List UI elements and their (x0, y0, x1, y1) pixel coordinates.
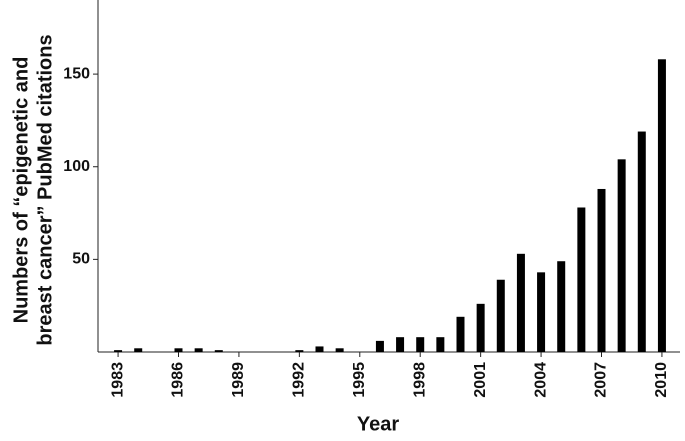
x-tick-label: 2001 (472, 362, 489, 398)
bar (194, 348, 203, 352)
bar (476, 303, 485, 352)
bar (597, 188, 606, 352)
x-axis-title: Year (357, 413, 399, 435)
y-tick-label: 150 (63, 65, 90, 82)
bar (577, 207, 586, 352)
bar (134, 348, 143, 352)
y-axis-title: Numbers of “epigenetic and (10, 57, 32, 324)
bar (657, 59, 666, 352)
bar (174, 348, 183, 352)
bar (114, 350, 123, 352)
x-tick-label: 2010 (653, 362, 670, 398)
bar (396, 337, 405, 352)
bar (496, 279, 505, 352)
x-tick-label: 1989 (230, 362, 247, 398)
bar (456, 316, 465, 352)
bar (214, 350, 223, 352)
bar (436, 337, 445, 352)
bar (315, 346, 324, 352)
y-tick-label: 50 (72, 251, 90, 268)
y-axis-title: breast cancer” PubMed citations (34, 34, 56, 345)
bar (617, 159, 626, 352)
x-tick-label: 1998 (411, 362, 428, 398)
x-tick-label: 1986 (170, 362, 187, 398)
y-tick-label: 100 (63, 158, 90, 175)
bar (537, 272, 546, 352)
x-tick-label: 2007 (593, 362, 610, 398)
x-tick-label: 1983 (109, 362, 126, 398)
bar (375, 340, 384, 352)
bar (416, 337, 425, 352)
bar (637, 131, 646, 352)
x-tick-label: 1995 (351, 362, 368, 398)
x-tick-label: 1992 (291, 362, 308, 398)
bar (335, 348, 344, 352)
bar (516, 253, 525, 352)
x-tick-label: 2004 (532, 362, 549, 398)
bar (295, 350, 304, 352)
bar (557, 261, 566, 352)
